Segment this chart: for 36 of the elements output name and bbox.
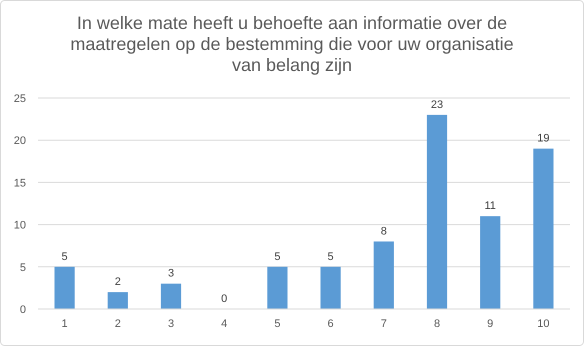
x-tick-label: 7	[380, 318, 387, 330]
bar	[54, 266, 75, 309]
y-tick-label: 25	[14, 93, 26, 105]
y-tick-label: 10	[14, 220, 26, 232]
bar	[480, 216, 500, 309]
x-tick-label: 5	[274, 318, 280, 330]
bar	[374, 241, 394, 309]
data-label: 2	[114, 276, 121, 288]
chart-title: In welke mate heeft u behoefte aan informatie over de maatregelen op de bestemming die voor uw organisatie van belang zijn	[70, 13, 514, 75]
data-label: 5	[274, 250, 280, 263]
bar	[267, 266, 288, 309]
bar	[108, 292, 128, 309]
x-tick-label: 3	[168, 318, 174, 330]
y-tick-label: 0	[20, 304, 26, 316]
data-label: 5	[62, 250, 68, 263]
data-label: 8	[380, 225, 387, 238]
y-tick-label: 15	[14, 177, 26, 190]
y-tick-label: 5	[20, 262, 26, 274]
y-tick-label: 20	[14, 135, 26, 148]
data-label: 3	[168, 268, 174, 280]
x-tick-label: 6	[328, 318, 334, 330]
bar	[320, 266, 341, 309]
data-label: 0	[221, 293, 228, 305]
x-tick-label: 4	[221, 318, 228, 330]
data-label: 23	[430, 98, 444, 111]
data-label: 11	[484, 200, 496, 212]
bar	[160, 284, 182, 309]
data-label: 5	[328, 250, 334, 263]
bar	[533, 148, 554, 309]
x-tick-label: 8	[434, 318, 440, 330]
x-tick-label: 9	[487, 318, 494, 330]
x-tick-label: 10	[537, 318, 550, 330]
x-tick-label: 1	[62, 318, 68, 330]
bar	[426, 114, 448, 309]
data-label: 19	[537, 132, 550, 145]
x-tick-label: 2	[114, 318, 121, 330]
